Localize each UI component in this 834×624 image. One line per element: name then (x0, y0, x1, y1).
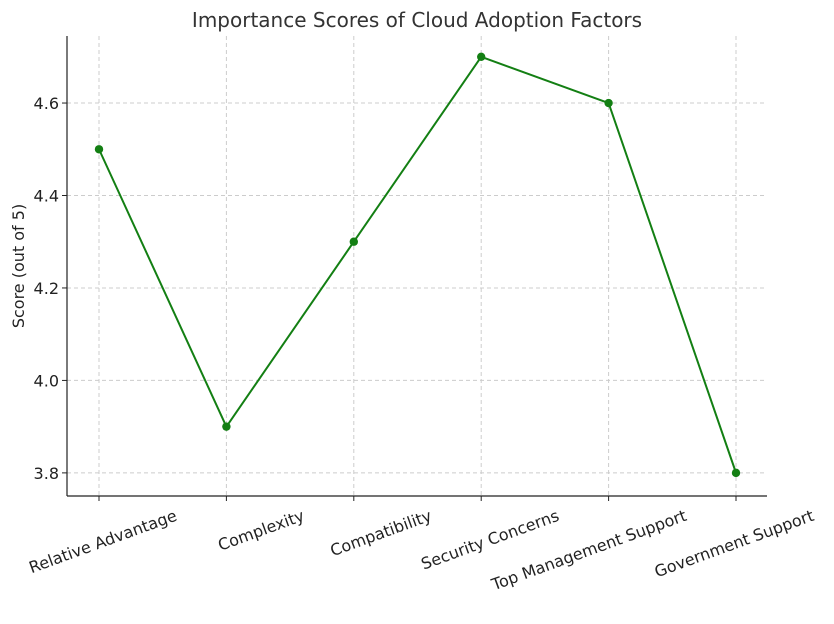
y-tick-label: 4.0 (34, 371, 59, 390)
ticks-layer: 3.8 4.0 4.2 4.4 4.6 Relative Advantage Complex… (26, 94, 816, 594)
y-axis-label: Score (out of 5) (9, 204, 28, 328)
x-tick-label: Relative Advantage (26, 506, 179, 577)
x-tick-label: Compatibility (328, 506, 435, 560)
grid-layer (67, 36, 767, 496)
y-tick-label: 3.8 (34, 464, 59, 483)
data-point (349, 237, 358, 246)
data-point (477, 52, 486, 62)
series-layer (94, 52, 741, 478)
y-tick-label: 4.2 (34, 279, 59, 298)
x-tick-label: Complexity (215, 506, 306, 555)
data-point (94, 145, 104, 154)
data-point (222, 422, 231, 431)
data-point (604, 98, 613, 108)
y-tick-label: 4.4 (34, 186, 59, 205)
axes-layer (66, 36, 767, 497)
y-tick-label: 4.6 (34, 94, 59, 113)
chart-title: Importance Scores of Cloud Adoption Fact… (192, 8, 642, 32)
data-point (731, 468, 741, 478)
series-line (98, 55, 737, 474)
